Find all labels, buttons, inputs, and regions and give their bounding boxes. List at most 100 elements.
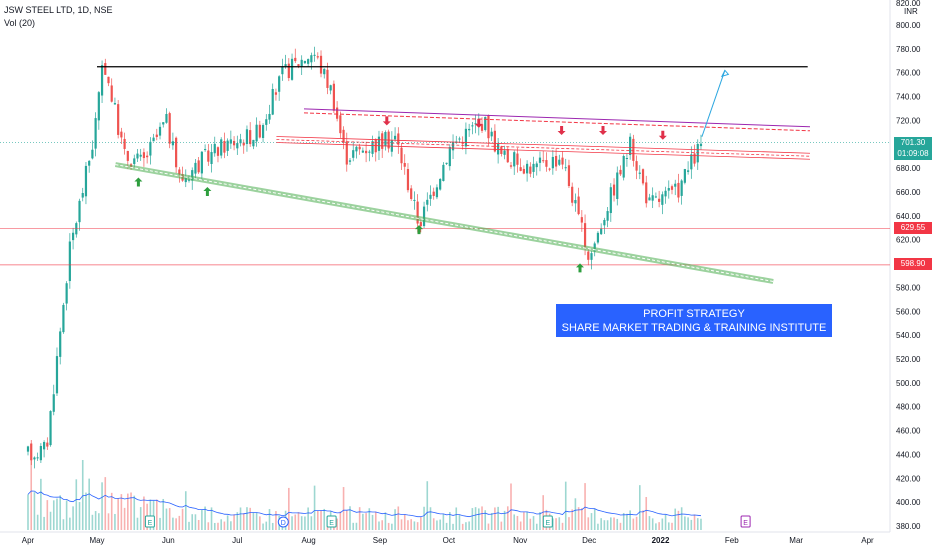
volume-bar: [230, 521, 232, 530]
volume-bar: [52, 500, 55, 530]
candle-body: [290, 58, 294, 80]
candle-body: [416, 201, 419, 224]
volume-bar: [597, 523, 599, 530]
volume-bar: [587, 517, 590, 530]
candle-body: [509, 165, 513, 167]
candle-body: [332, 83, 335, 111]
volume-bar: [130, 492, 132, 530]
volume-bar: [104, 477, 107, 530]
candle-body: [142, 152, 146, 159]
candle-body: [136, 153, 139, 159]
candle-body: [490, 131, 493, 137]
candle-body: [683, 169, 686, 183]
candle-body: [239, 139, 242, 144]
time-tick-label: Apr: [22, 536, 35, 545]
volume-bar: [172, 517, 174, 530]
volume-bar: [381, 520, 383, 530]
price-tick-label: 780.00: [896, 45, 921, 54]
volume-bar: [619, 522, 622, 530]
volume-bar: [519, 521, 522, 530]
volume-bar: [523, 512, 525, 530]
volume-bar: [558, 517, 561, 530]
candle-body: [329, 85, 332, 91]
volume-bar: [262, 523, 264, 530]
time-tick-label: Mar: [789, 536, 803, 545]
volume-bar: [539, 512, 541, 530]
sell-arrow-icon: [599, 125, 607, 135]
projection-arrow: [701, 70, 726, 137]
candle-body: [471, 125, 474, 127]
volume-bar: [629, 510, 631, 530]
price-tick-label: 820.00: [896, 0, 921, 8]
time-tick-label: Oct: [443, 536, 456, 545]
price-tick-label: 380.00: [896, 522, 921, 531]
volume-bar: [651, 518, 654, 530]
price-tick-label: 720.00: [896, 116, 921, 125]
candle-body: [232, 140, 236, 146]
volume-bar: [362, 513, 364, 530]
volume-bar: [36, 514, 39, 530]
candle-body: [661, 194, 664, 205]
price-tick-label: 800.00: [896, 21, 921, 30]
volume-bar: [484, 510, 487, 530]
volume-bar: [394, 509, 396, 530]
volume-bar: [75, 479, 78, 530]
candle-body: [574, 200, 577, 204]
volume-bar: [181, 508, 184, 530]
candle-body: [381, 133, 384, 149]
volume-bar: [207, 522, 210, 530]
volume-bar: [297, 512, 300, 530]
banner-subtitle: SHARE MARKET TRADING & TRAINING INSTITUT…: [561, 322, 827, 334]
volume-bar: [606, 520, 609, 530]
volume-bar: [391, 523, 393, 530]
price-tick-label: 520.00: [896, 355, 921, 364]
volume-bar: [342, 487, 345, 530]
event-label: D: [281, 520, 286, 527]
support-trendline: [115, 164, 774, 282]
price-tick-label: 400.00: [896, 498, 921, 507]
volume-bar: [626, 513, 628, 530]
volume-bar: [461, 523, 464, 530]
candle-body: [278, 76, 281, 92]
candle-body: [303, 60, 307, 64]
volume-bar: [178, 515, 181, 530]
volume-bar: [149, 499, 152, 530]
candle-body: [583, 223, 587, 249]
volume-bar: [684, 516, 686, 530]
volume-bar: [613, 517, 615, 530]
volume-bar: [574, 498, 577, 530]
volume-bar: [191, 514, 194, 530]
candle-body: [606, 211, 609, 221]
volume-bar: [693, 514, 696, 530]
event-label: E: [329, 520, 334, 527]
candle-body: [371, 141, 374, 154]
volume-bar: [442, 513, 445, 530]
volume-bar: [242, 513, 245, 530]
earnings-event-icon: [542, 515, 553, 528]
candle-body: [422, 206, 426, 227]
candle-body: [651, 195, 654, 201]
last-price-badge: 701.30: [894, 137, 932, 149]
candle-body: [567, 165, 571, 187]
candle-body: [442, 164, 445, 181]
candle-body: [680, 180, 683, 196]
volume-bar: [478, 508, 480, 530]
volume-bar: [168, 508, 171, 530]
candle-body: [554, 155, 558, 167]
candle-body: [413, 199, 416, 201]
candle-body: [287, 63, 290, 79]
candle-body: [52, 394, 55, 412]
candle-body: [30, 443, 33, 461]
dividend-event-icon: [277, 516, 289, 528]
volume-bar: [452, 523, 454, 530]
volume-bar: [317, 511, 319, 530]
candle-body: [548, 168, 551, 170]
price-tick-label: 460.00: [896, 427, 921, 436]
volume-bar: [407, 520, 409, 530]
candle-body: [342, 129, 345, 143]
volume-bar: [600, 518, 602, 530]
candle-body: [323, 68, 326, 75]
time-tick-label: Nov: [513, 536, 527, 545]
